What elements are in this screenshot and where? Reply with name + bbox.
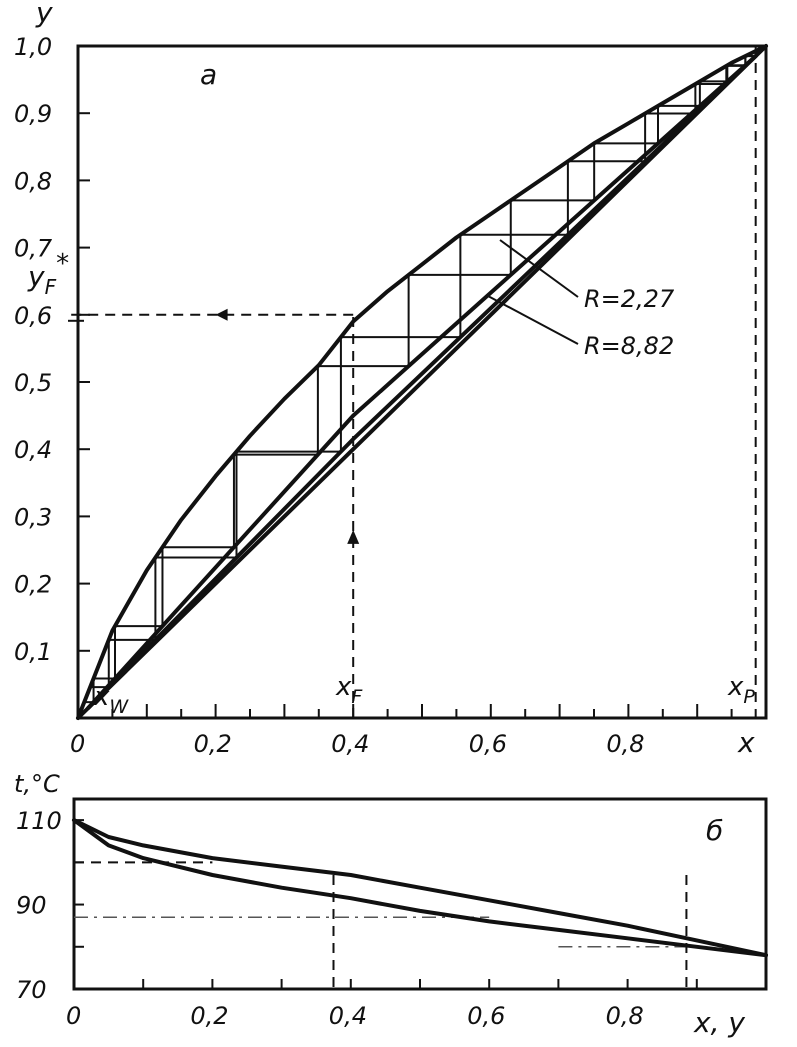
leader-R-882 — [487, 295, 579, 345]
panel-a-curves — [76, 44, 768, 720]
yF-star-asterisk: * — [56, 249, 69, 279]
panel-a-ytick-label: 0,6 — [14, 302, 52, 330]
xP-subscript: P — [743, 686, 755, 708]
xW-subscript: W — [109, 696, 129, 718]
panel-a-ytick-label: 0,3 — [14, 503, 52, 531]
panel-b-curves — [72, 818, 768, 958]
panel-a-ytick-label: 1,0 — [14, 33, 52, 61]
b-curve-2 — [72, 818, 768, 958]
panel-a-xtick-label: 0,8 — [606, 730, 644, 758]
panel-a-ticks: 0,1 0,2 0,3 0,4 0,5 0,6 0,7 0,8 0,9 1,0 0 0,2 0,4 0,6… — [14, 33, 733, 758]
panel-a-ytick-label: 0,4 — [14, 436, 52, 464]
xW-text: x — [93, 682, 110, 712]
panel-b-ytick-label: 110 — [16, 807, 62, 835]
xF-label: xF — [335, 672, 363, 708]
panel-a-ytick-label: 0,8 — [14, 167, 52, 195]
xF-subscript: F — [351, 686, 363, 708]
yF-arrow-head — [215, 308, 228, 321]
panel-b-frame — [72, 797, 768, 991]
yF-star-label: yF* — [27, 249, 69, 299]
panel-b-ytick-label: 70 — [16, 976, 47, 1004]
panel-a-xtick-label: 0,4 — [331, 730, 369, 758]
panel-a: 0,1 0,2 0,3 0,4 0,5 0,6 0,7 0,8 0,9 1,0 0 0,2 0,4 0,6… — [14, 0, 768, 759]
panel-b-xtick-label: 0,8 — [606, 1002, 644, 1030]
yF-star-subscript: F — [45, 275, 57, 299]
xF-arrow-head — [347, 529, 360, 544]
panel-b-label: б — [706, 814, 723, 847]
panel-a-ytick-label: 0,9 — [14, 100, 52, 128]
yF-star-text: y — [27, 260, 45, 293]
label-R-882: R=8,82 — [584, 332, 674, 360]
panel-b-xlabel: x, y — [693, 1006, 745, 1039]
panel-a-label: a — [200, 58, 217, 91]
equilibrium-curve — [76, 44, 768, 720]
panel-b-xtick-label: 0 — [66, 1002, 81, 1030]
panel-a-xtick-label: 0,2 — [194, 730, 232, 758]
panel-b-xtick-label: 0,4 — [329, 1002, 367, 1030]
panel-a-ytick-label: 0,5 — [14, 369, 52, 397]
xF-text: x — [335, 672, 352, 702]
panel-a-xtick-label: 0,6 — [469, 730, 507, 758]
panel-a-ytick-label: 0,1 — [14, 638, 52, 666]
label-R-227: R=2,27 — [584, 285, 675, 313]
panel-a-ytick-label: 0,2 — [14, 571, 52, 599]
panel-b-ytick-label: 90 — [16, 892, 47, 920]
panel-a-xlabel: x — [737, 726, 755, 759]
panel-b-xtick-label: 0,2 — [190, 1002, 228, 1030]
panel-a-ytick-label: 0,7 — [14, 235, 53, 263]
b-curve-1 — [72, 818, 768, 958]
panel-b: 70 90 110 0 0,2 0,4 0,6 0,8 б t,°C x, y — [14, 770, 768, 1039]
panel-a-ylabel: y — [35, 0, 53, 29]
panel-a-xtick-label: 0 — [70, 730, 85, 758]
panel-b-xtick-label: 0,6 — [467, 1002, 505, 1030]
xW-label: xW — [93, 682, 129, 718]
xP-label: xP — [727, 672, 755, 708]
operating-line-1 — [86, 54, 758, 710]
panel-b-ylabel: t,°C — [14, 770, 60, 798]
xP-text: x — [727, 672, 744, 702]
panel-a-guides — [68, 46, 757, 718]
panel-b-ticks: 70 90 110 0 0,2 0,4 0,6 0,8 — [16, 807, 698, 1030]
leader-R-227 — [499, 239, 579, 298]
